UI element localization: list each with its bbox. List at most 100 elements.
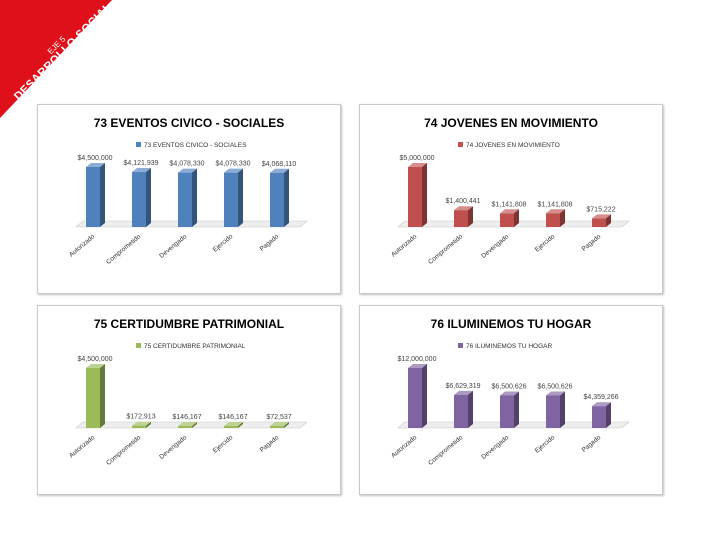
chart-title: 75 CERTIDUMBRE PATRIMONIAL <box>94 317 284 331</box>
bar <box>592 406 606 428</box>
bar <box>178 172 192 227</box>
bar <box>592 218 606 227</box>
bar-top <box>178 422 197 426</box>
chart-panel-74: 74 JOVENES EN MOVIMIENTO 74 JOVENES EN MO… <box>359 104 663 294</box>
bar-side <box>422 163 427 227</box>
data-label: $72,537 <box>266 414 291 421</box>
data-label: $4,500,000 <box>77 356 112 363</box>
bar <box>224 426 238 428</box>
category-tick-label: Pagado <box>581 434 603 454</box>
bar-top <box>454 390 473 395</box>
bar <box>132 172 146 227</box>
data-label: $715,222 <box>586 206 615 213</box>
data-label: $4,359,266 <box>583 394 618 401</box>
category-tick-label: Comprometido <box>105 233 142 266</box>
category-tick-label: Pagado <box>259 233 281 253</box>
data-label: $4,500,000 <box>77 155 112 162</box>
legend-label: 73 EVENTOS CIVICO - SOCIALES <box>144 142 247 149</box>
bar-side <box>284 168 289 227</box>
bar-top <box>546 391 565 396</box>
corner-triangle <box>0 0 112 118</box>
category-tick-label: Ejercido <box>534 233 557 254</box>
bar <box>224 172 238 227</box>
category-tick-label: Pagado <box>259 434 281 454</box>
category-tick-label: Devengado <box>480 233 510 260</box>
bar <box>500 395 514 428</box>
bar-top <box>224 168 243 173</box>
bar-top <box>132 168 151 173</box>
legend-swatch <box>136 142 141 147</box>
data-label: $6,500,626 <box>491 383 526 390</box>
data-label: $1,141,808 <box>537 201 572 208</box>
bar-side <box>238 168 243 227</box>
chart-title: 73 EVENTOS CIVICO - SOCIALES <box>94 116 285 130</box>
bar-side <box>514 209 519 227</box>
category-tick-label: Autorizado <box>390 434 419 460</box>
data-label: $146,167 <box>218 414 247 421</box>
category-tick-label: Comprometido <box>105 434 142 467</box>
category-tick-label: Devengado <box>158 434 188 461</box>
chart-title: 76 ILUMINEMOS TU HOGAR <box>431 317 592 331</box>
bar-side <box>238 422 243 428</box>
bar-top <box>86 163 105 167</box>
bar-side <box>284 422 289 428</box>
bar <box>178 426 192 428</box>
data-label: $6,629,319 <box>445 383 480 390</box>
bar-top <box>270 422 289 426</box>
chart-panel-75: 75 CERTIDUMBRE PATRIMONIAL 75 CERTIDUMBRE… <box>37 305 341 495</box>
bar-top <box>592 402 611 407</box>
data-label: $4,078,330 <box>169 161 204 168</box>
chart-title: 74 JOVENES EN MOVIMIENTO <box>424 116 598 130</box>
legend-swatch <box>136 343 141 348</box>
bar <box>408 167 422 227</box>
data-label: $1,400,441 <box>445 198 480 205</box>
bar <box>132 425 146 428</box>
bar-top <box>86 364 105 368</box>
bar-top <box>500 209 519 214</box>
legend-label: 76 ILUMINEMOS TU HOGAR <box>466 343 553 350</box>
data-label: $172,913 <box>126 414 155 421</box>
bar-side <box>606 402 611 428</box>
bar-side <box>422 364 427 428</box>
category-tick-label: Ejercido <box>212 434 235 455</box>
legend-label: 75 CERTIDUMBRE PATRIMONIAL <box>144 343 246 350</box>
chart-panel-76: 76 ILUMINEMOS TU HOGAR 76 ILUMINEMOS TU H… <box>359 305 663 495</box>
bar-side <box>514 391 519 428</box>
category-tick-label: Autorizado <box>68 434 97 460</box>
bar-top <box>178 168 197 173</box>
bar-side <box>468 206 473 227</box>
category-tick-label: Devengado <box>158 233 188 260</box>
category-tick-label: Ejercido <box>534 434 557 455</box>
bar-side <box>146 421 151 428</box>
bar-top <box>270 168 289 173</box>
bar <box>270 426 284 428</box>
data-label: $12,000,000 <box>398 356 437 363</box>
bar-top <box>132 421 151 426</box>
corner-triangle-shape <box>0 0 112 118</box>
bar-side <box>606 214 611 227</box>
legend-swatch <box>458 142 463 147</box>
category-tick-label: Comprometido <box>427 233 464 266</box>
bar <box>500 213 514 227</box>
legend-label: 74 JOVENES EN MOVIMIENTO <box>466 142 560 149</box>
bar <box>546 213 560 227</box>
chart-74: 74 JOVENES EN MOVIMIENTO 74 JOVENES EN MO… <box>390 116 630 266</box>
bar <box>270 172 284 227</box>
bar <box>86 368 100 428</box>
bar-side <box>468 390 473 428</box>
bar <box>86 167 100 227</box>
chart-panel-73: 73 EVENTOS CIVICO - SOCIALES 73 EVENTOS C… <box>37 104 341 294</box>
chart-76: 76 ILUMINEMOS TU HOGAR 76 ILUMINEMOS TU H… <box>390 317 630 467</box>
bar-side <box>560 209 565 227</box>
category-tick-label: Pagado <box>581 233 603 253</box>
bar <box>454 210 468 227</box>
data-label: $5,000,000 <box>399 155 434 162</box>
data-label: $4,068,110 <box>262 161 297 168</box>
chart-73: 73 EVENTOS CIVICO - SOCIALES 73 EVENTOS C… <box>68 116 308 266</box>
category-tick-label: Autorizado <box>68 233 97 259</box>
section-corner-banner: EJE 5 DESARROLLO SOCIAL <box>0 0 125 125</box>
chart-75: 75 CERTIDUMBRE PATRIMONIAL 75 CERTIDUMBRE… <box>68 317 308 467</box>
data-label: $6,500,626 <box>537 383 572 390</box>
bar-top <box>592 214 611 219</box>
bar-side <box>192 168 197 227</box>
